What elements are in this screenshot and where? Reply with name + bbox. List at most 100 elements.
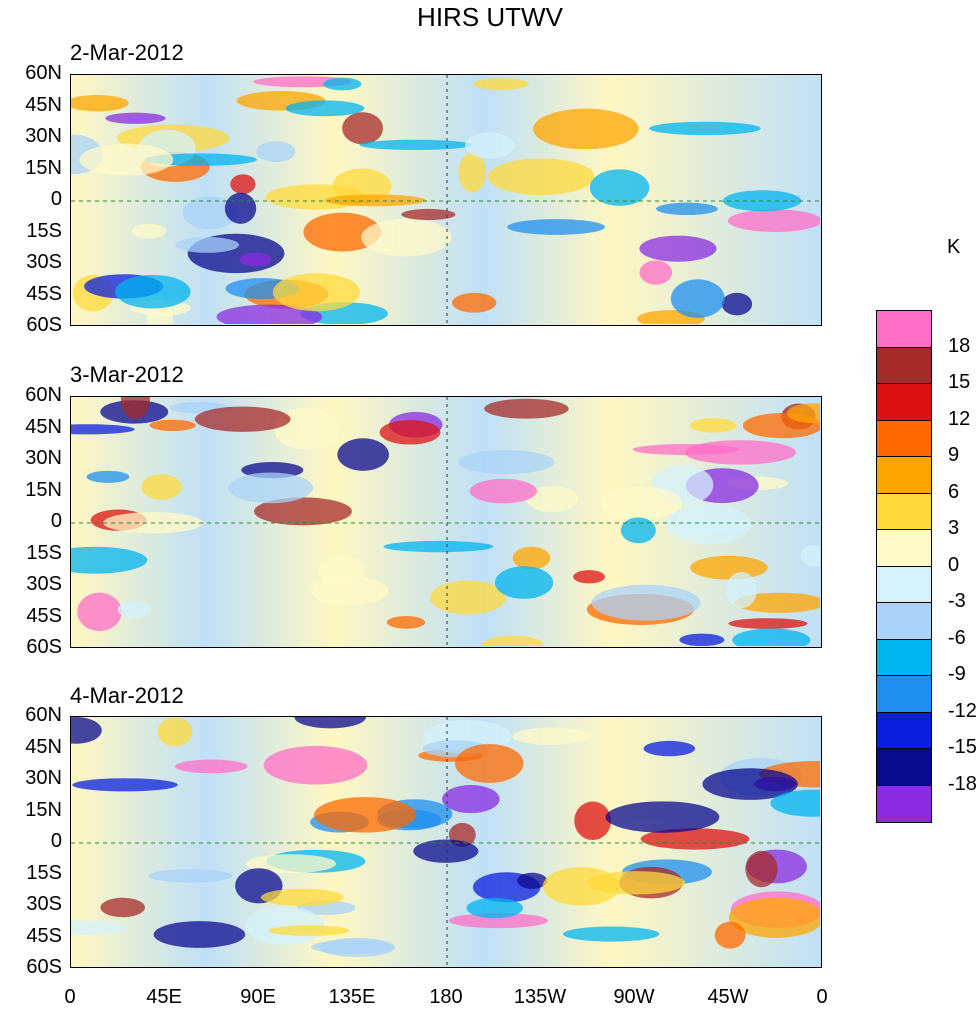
anomaly-blob bbox=[361, 218, 452, 257]
anomaly-blob bbox=[430, 580, 506, 615]
anomaly-blob bbox=[79, 143, 174, 176]
colorbar-label: -3 bbox=[948, 590, 966, 612]
anomaly-blob bbox=[311, 576, 389, 606]
anomaly-blob bbox=[303, 212, 382, 252]
anomaly-blob bbox=[105, 112, 166, 124]
anomaly-blob bbox=[153, 921, 246, 948]
colorbar-label: 3 bbox=[948, 517, 960, 539]
anomaly-blob bbox=[639, 260, 673, 285]
y-tick-label: 15S bbox=[26, 861, 62, 884]
anomaly-blob bbox=[745, 850, 778, 888]
anomaly-blob bbox=[666, 504, 751, 545]
y-tick-label: 30N bbox=[25, 767, 62, 789]
anomaly-blob bbox=[679, 633, 725, 646]
anomaly-blob bbox=[72, 778, 178, 792]
y-tick-label: 0 bbox=[50, 510, 62, 532]
anomaly-blob bbox=[386, 615, 426, 629]
anomaly-blob bbox=[311, 939, 393, 955]
anomaly-blob bbox=[182, 196, 239, 230]
anomaly-blob bbox=[532, 108, 639, 150]
anomaly-blob bbox=[239, 252, 272, 267]
colorbar-swatch bbox=[877, 749, 931, 786]
colorbar-swatch bbox=[877, 785, 931, 822]
y-tick-label: 60S bbox=[26, 314, 62, 336]
anomaly-blob bbox=[643, 740, 696, 757]
y-tick-label: 30S bbox=[26, 251, 62, 273]
anomaly-blob bbox=[494, 566, 554, 599]
x-tick-label: 45E bbox=[146, 986, 182, 1008]
anomaly-blob bbox=[379, 420, 441, 445]
anomaly-blob bbox=[488, 158, 595, 196]
anomaly-blob bbox=[512, 546, 551, 570]
colorbar-swatch bbox=[877, 457, 931, 494]
anomaly-blob bbox=[337, 438, 389, 471]
anomaly-blob bbox=[670, 279, 725, 318]
anomaly-blob bbox=[260, 888, 344, 907]
anomaly-blob bbox=[469, 478, 538, 504]
anomaly-blob bbox=[690, 555, 768, 580]
anomaly-blob bbox=[71, 717, 102, 744]
panel-2-map bbox=[70, 396, 822, 648]
panel-2-date: 3-Mar-2012 bbox=[70, 362, 184, 387]
colorbar-swatch bbox=[877, 311, 931, 348]
y-tick-label: 15S bbox=[26, 219, 62, 242]
anomaly-blob bbox=[71, 424, 135, 435]
colorbar-swatch bbox=[877, 603, 931, 640]
anomaly-blob bbox=[100, 897, 146, 918]
x-tick-label: 180 bbox=[429, 986, 463, 1008]
anomaly-blob bbox=[656, 202, 718, 216]
panel-3-date: 4-Mar-2012 bbox=[70, 683, 184, 708]
y-tick-label: 45S bbox=[26, 282, 62, 305]
anomaly-blob bbox=[787, 403, 820, 424]
colorbar-label: 12 bbox=[948, 407, 971, 430]
anomaly-blob bbox=[770, 789, 820, 817]
anomaly-blob bbox=[526, 486, 578, 513]
colorbar-swatch bbox=[877, 639, 931, 676]
y-tick-label: 60N bbox=[25, 384, 62, 406]
anomaly-blob bbox=[507, 219, 606, 235]
x-tick-label: 90W bbox=[613, 986, 655, 1008]
y-tick-label: 60N bbox=[25, 704, 62, 726]
anomaly-blob bbox=[256, 141, 296, 163]
y-tick-label: 0 bbox=[50, 830, 62, 852]
anomaly-blob bbox=[452, 292, 497, 313]
anomaly-blob bbox=[359, 139, 472, 151]
anomaly-blob bbox=[574, 801, 612, 841]
anomaly-blob bbox=[648, 121, 761, 136]
panel-1-date: 2-Mar-2012 bbox=[70, 40, 184, 65]
anomaly-blob bbox=[131, 223, 167, 239]
panel-3-map bbox=[70, 716, 822, 968]
x-tick-label: 135E bbox=[328, 986, 376, 1008]
colorbar-label: 6 bbox=[948, 480, 960, 503]
colorbar-swatch bbox=[877, 530, 931, 567]
y-tick-label: 45N bbox=[25, 735, 62, 758]
y-tick-label: 45S bbox=[26, 924, 62, 947]
anomaly-blob bbox=[728, 897, 820, 938]
anomaly-blob bbox=[117, 601, 152, 619]
anomaly-blob bbox=[86, 470, 130, 483]
anomaly-blob bbox=[721, 292, 753, 316]
anomaly-blob bbox=[448, 913, 549, 929]
field-overlay bbox=[71, 717, 820, 966]
anomaly-blob bbox=[144, 153, 257, 166]
chart-title: HIRS UTWV bbox=[417, 2, 563, 32]
anomaly-blob bbox=[325, 194, 426, 207]
y-tick-label: 45S bbox=[26, 604, 62, 627]
colorbar bbox=[876, 310, 932, 823]
y-tick-label: 15N bbox=[25, 798, 62, 821]
anomaly-blob bbox=[272, 273, 361, 312]
x-tick-label: 135W bbox=[513, 986, 567, 1008]
anomaly-blob bbox=[589, 169, 650, 206]
colorbar-label: -6 bbox=[948, 626, 966, 649]
anomaly-blob bbox=[727, 209, 820, 232]
anomaly-blob bbox=[253, 497, 352, 526]
colorbar-swatch bbox=[877, 712, 931, 749]
anomaly-blob bbox=[512, 727, 591, 745]
anomaly-blob bbox=[141, 474, 182, 500]
anomaly-blob bbox=[224, 192, 257, 224]
y-tick-label: 60N bbox=[25, 62, 62, 84]
y-tick-label: 60S bbox=[26, 636, 62, 658]
anomaly-blob bbox=[473, 78, 529, 90]
y-tick-label: 15S bbox=[26, 541, 62, 564]
anomaly-blob bbox=[383, 540, 494, 553]
